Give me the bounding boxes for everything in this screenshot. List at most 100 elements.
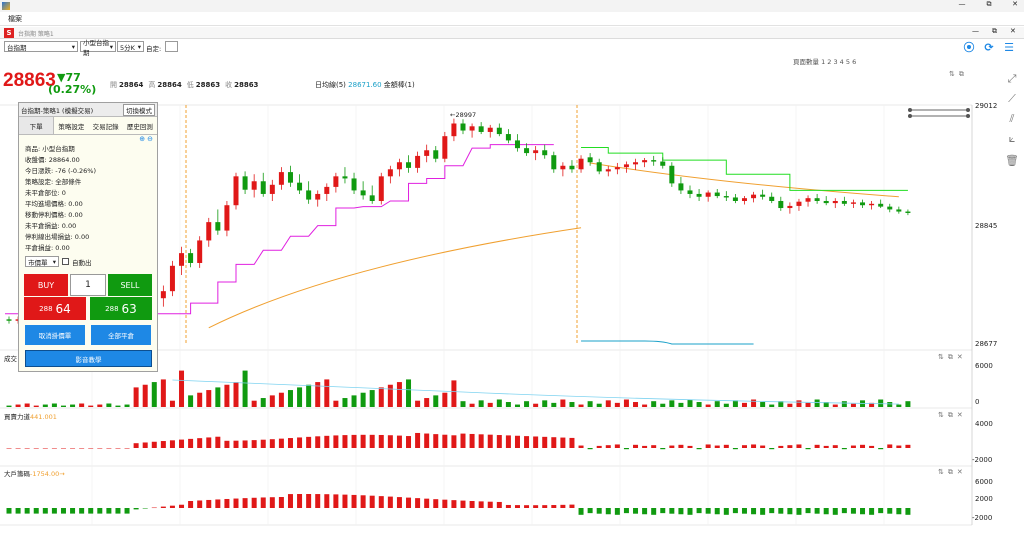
video-tutorial-button[interactable]: 影音教學 bbox=[25, 350, 152, 367]
chip-bar bbox=[524, 505, 530, 508]
chip-bar bbox=[351, 494, 357, 508]
tab-order[interactable]: 下單 bbox=[19, 117, 55, 134]
force-bar bbox=[896, 445, 902, 448]
force-bar bbox=[360, 434, 366, 448]
volume-bar bbox=[142, 384, 148, 407]
settings-icon[interactable]: ⇅ bbox=[949, 70, 955, 78]
buy-button[interactable]: BUY bbox=[24, 274, 68, 296]
draw-fan-icon[interactable]: ⟀ bbox=[1008, 132, 1016, 145]
doc-close-button[interactable]: ✕ bbox=[1010, 27, 1016, 35]
force-panel-controls: ⇅ ⧉ ✕ bbox=[938, 411, 963, 420]
chip-bar bbox=[451, 500, 457, 508]
quantity-input[interactable]: 1 bbox=[70, 274, 106, 296]
close-icon[interactable]: ✕ bbox=[956, 468, 963, 476]
trash-icon[interactable]: 🗑 bbox=[1005, 153, 1019, 167]
restore-icon[interactable]: ⧉ bbox=[947, 468, 953, 476]
candle-body bbox=[460, 123, 466, 131]
tab-strategy-settings[interactable]: 策略設定 bbox=[58, 122, 85, 131]
force-bar bbox=[387, 435, 393, 448]
high-label: 高 bbox=[148, 81, 156, 89]
draw-channel-icon[interactable]: ⫽ bbox=[1009, 112, 1015, 125]
candle-body bbox=[660, 161, 666, 166]
restore-icon[interactable]: ⧉ bbox=[947, 411, 953, 419]
ma-label: 日均線(5) bbox=[315, 81, 346, 89]
force-bar bbox=[42, 448, 48, 449]
candle-body bbox=[297, 182, 303, 191]
stop-line-magenta bbox=[5, 144, 554, 315]
settings-icon[interactable]: ⇅ bbox=[938, 411, 944, 419]
force-bar bbox=[860, 444, 866, 448]
chip-bar bbox=[587, 508, 593, 514]
force-bar bbox=[133, 443, 139, 448]
signal-icon[interactable]: ⦿ bbox=[963, 41, 975, 54]
volume-bar bbox=[33, 405, 39, 407]
candle-body bbox=[306, 190, 312, 200]
force-bar bbox=[179, 439, 185, 448]
close-button[interactable]: ✕ bbox=[1012, 0, 1018, 8]
close-icon[interactable]: ✕ bbox=[956, 353, 963, 361]
force-bar bbox=[306, 436, 312, 448]
volume-label: 成交 bbox=[4, 355, 17, 363]
close-all-button[interactable]: 全部平倉 bbox=[91, 325, 151, 345]
ma-orange-line bbox=[208, 162, 899, 329]
force-bar bbox=[142, 442, 148, 448]
volume-bar bbox=[696, 402, 702, 407]
zoom-out-icon[interactable]: ⊖ bbox=[147, 135, 153, 143]
tab-backtest[interactable]: 歷史回測 bbox=[126, 122, 153, 131]
restore-icon[interactable]: ⧉ bbox=[947, 353, 953, 361]
force-bar bbox=[315, 436, 321, 448]
menu-file[interactable]: 檔案 bbox=[8, 15, 22, 23]
chip-bar bbox=[33, 508, 39, 514]
volume-bar bbox=[88, 405, 94, 407]
candle-body bbox=[823, 200, 829, 204]
chip-bar bbox=[51, 508, 57, 514]
draw-line-icon[interactable]: ⤢ bbox=[1007, 72, 1017, 85]
order-type-select[interactable]: 市價單 ▾ bbox=[25, 256, 59, 267]
candle-body bbox=[6, 319, 12, 321]
force-tick-high: 4000 bbox=[975, 420, 993, 428]
custom-interval-input[interactable] bbox=[165, 41, 178, 52]
volume-bar bbox=[115, 405, 121, 407]
candle-body bbox=[278, 172, 284, 185]
draw-segment-icon[interactable]: ⟋ bbox=[1008, 92, 1016, 105]
volume-bar bbox=[60, 405, 66, 407]
product-select[interactable]: 小型台指期 ▾ bbox=[80, 39, 116, 57]
doc-minimize-button[interactable]: — bbox=[972, 27, 979, 35]
cancel-orders-button[interactable]: 取消掛價單 bbox=[25, 325, 85, 345]
force-bar bbox=[760, 445, 766, 448]
force-bar bbox=[878, 448, 884, 450]
maximize-button[interactable]: ⧉ bbox=[986, 0, 992, 8]
volume-bar bbox=[850, 403, 856, 407]
refresh-icon[interactable]: ⟳ bbox=[984, 40, 994, 54]
chip-bar bbox=[660, 508, 666, 514]
auto-exit-checkbox[interactable] bbox=[62, 258, 69, 265]
bid-price-button[interactable]: 288 64 bbox=[24, 297, 86, 320]
sell-button[interactable]: SELL bbox=[108, 274, 152, 296]
symbol-select[interactable]: 台指期 ▾ bbox=[4, 41, 78, 52]
doc-maximize-button[interactable]: ⧉ bbox=[992, 27, 997, 35]
switch-mode-button[interactable]: 切換模式 bbox=[123, 103, 155, 116]
high-annotation: ←28997 bbox=[450, 111, 477, 119]
chip-bar bbox=[751, 508, 757, 515]
candle-body bbox=[760, 194, 766, 197]
minimize-button[interactable]: — bbox=[958, 0, 966, 8]
chip-bar bbox=[260, 497, 266, 508]
restore-icon[interactable]: ⧉ bbox=[958, 70, 964, 78]
settings-icon[interactable]: ⇅ bbox=[938, 353, 944, 361]
price-chart[interactable] bbox=[0, 100, 1000, 540]
chip-bar bbox=[415, 498, 421, 508]
ma-orange-segment bbox=[208, 227, 582, 329]
volume-bar bbox=[741, 402, 747, 407]
volume-bar bbox=[778, 401, 784, 407]
ask-price-button[interactable]: 288 63 bbox=[90, 297, 152, 320]
close-icon[interactable]: ✕ bbox=[956, 411, 963, 419]
info-line: 移動停利價格: 0.00 bbox=[25, 211, 83, 219]
candle-body bbox=[524, 148, 530, 154]
settings-icon[interactable]: ⇅ bbox=[938, 468, 944, 476]
volume-bar bbox=[406, 379, 412, 407]
interval-select[interactable]: 5分K ▾ bbox=[117, 41, 144, 52]
zoom-in-icon[interactable]: ⊕ bbox=[139, 135, 146, 143]
user-settings-icon[interactable]: ☰ bbox=[1004, 40, 1014, 54]
chip-bar bbox=[169, 505, 175, 508]
tab-trade-log[interactable]: 交易記錄 bbox=[92, 122, 119, 131]
